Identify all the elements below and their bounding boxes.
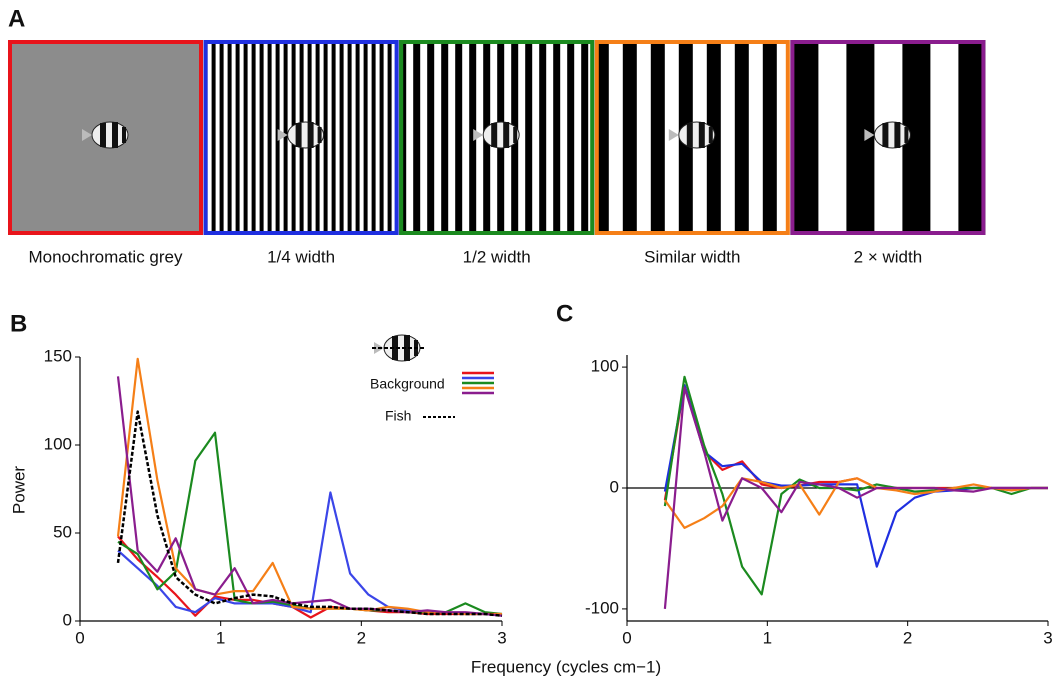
stripe xyxy=(958,40,986,235)
stripe xyxy=(790,40,819,235)
stripe xyxy=(355,40,360,235)
y-tick-label: 100 xyxy=(44,434,72,453)
stripe xyxy=(762,40,777,235)
stripe xyxy=(441,40,449,235)
series-line xyxy=(663,384,1048,501)
stripe xyxy=(243,40,248,235)
stripe xyxy=(622,40,637,235)
series-line xyxy=(116,410,503,617)
stripe xyxy=(469,40,477,235)
y-axis-label: Power xyxy=(9,466,28,515)
x-tick-label: 1 xyxy=(763,628,772,647)
x-tick-label: 0 xyxy=(622,628,631,647)
panel-letter: C xyxy=(556,300,573,327)
y-tick-label: 150 xyxy=(44,346,72,365)
y-tick-label: 0 xyxy=(63,610,72,629)
stripe xyxy=(650,40,665,235)
stripe xyxy=(283,40,288,235)
stripe xyxy=(339,40,344,235)
x-tick-label: 3 xyxy=(1043,628,1052,647)
x-tick-label: 1 xyxy=(216,628,225,647)
x-tick-label: 2 xyxy=(357,628,366,647)
stripe xyxy=(219,40,224,235)
stripe xyxy=(259,40,264,235)
stripe xyxy=(363,40,368,235)
image-border xyxy=(594,40,790,235)
series-line xyxy=(664,477,1048,529)
panel-letter: A xyxy=(8,5,25,32)
stripe xyxy=(227,40,232,235)
stripe xyxy=(331,40,336,235)
x-tick-label: 2 xyxy=(903,628,912,647)
y-tick-label: 50 xyxy=(53,522,72,541)
stripe xyxy=(347,40,352,235)
stripe xyxy=(251,40,256,235)
stripe xyxy=(371,40,376,235)
series-line xyxy=(663,384,1048,568)
x-tick-label: 0 xyxy=(75,628,84,647)
stripe xyxy=(427,40,435,235)
stimulus-image xyxy=(594,40,790,235)
y-tick-label: -100 xyxy=(585,598,619,617)
image-caption: 1/2 width xyxy=(463,247,531,266)
stimulus-image xyxy=(399,40,595,235)
x-tick-label: 3 xyxy=(497,628,506,647)
series-line xyxy=(663,375,1048,596)
stripe xyxy=(553,40,561,235)
image-border xyxy=(203,40,399,235)
legend-label: Fish xyxy=(385,408,411,424)
stripe xyxy=(413,40,421,235)
stimulus-image xyxy=(203,40,399,235)
image-caption: 1/4 width xyxy=(267,247,335,266)
series-line xyxy=(116,376,503,617)
stripe xyxy=(525,40,533,235)
stripe xyxy=(734,40,749,235)
stripe xyxy=(235,40,240,235)
stripe xyxy=(323,40,328,235)
stripe xyxy=(539,40,547,235)
stripe xyxy=(455,40,463,235)
image-border xyxy=(399,40,595,235)
panel-letter: B xyxy=(10,310,27,337)
stimulus-image xyxy=(790,40,986,235)
stimulus-image xyxy=(8,40,203,235)
stripe xyxy=(387,40,392,235)
legend-label: Background xyxy=(370,376,445,392)
stripe xyxy=(211,40,216,235)
image-caption: Similar width xyxy=(644,247,740,266)
image-caption: Monochromatic grey xyxy=(28,247,183,266)
image-border xyxy=(790,40,986,235)
stripe xyxy=(379,40,384,235)
series-line xyxy=(117,491,503,617)
image-border xyxy=(8,40,203,235)
y-tick-label: 100 xyxy=(591,357,619,376)
series-line xyxy=(117,431,503,616)
image-caption: 2 × width xyxy=(854,247,923,266)
stripe xyxy=(581,40,589,235)
series-line xyxy=(663,386,1048,609)
stripe xyxy=(567,40,575,235)
stripe xyxy=(267,40,272,235)
x-axis-label: Frequency (cycles cm−1) xyxy=(471,657,661,676)
y-tick-label: 0 xyxy=(610,477,619,496)
